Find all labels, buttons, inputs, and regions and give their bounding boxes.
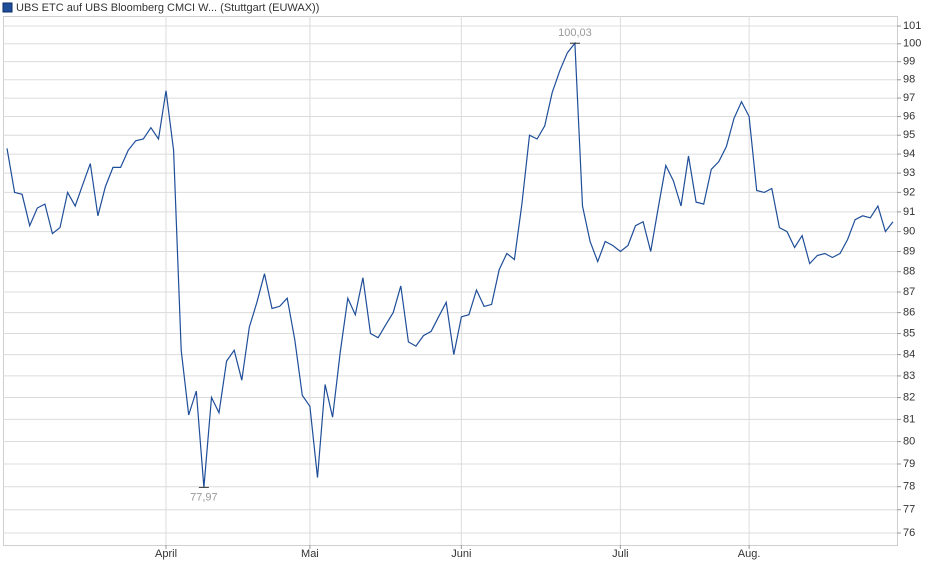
y-tick-label: 77 <box>903 504 915 516</box>
x-tick-label: Juli <box>612 548 629 560</box>
y-tick-label: 93 <box>903 167 915 179</box>
y-tick-label: 94 <box>903 148 915 160</box>
y-tick-label: 76 <box>903 527 915 539</box>
max-label: 100,03 <box>558 27 592 39</box>
y-tick-label: 97 <box>903 92 915 104</box>
y-tick-label: 86 <box>903 307 915 319</box>
legend-swatch <box>2 2 13 13</box>
y-tick-label: 89 <box>903 245 915 257</box>
y-tick-label: 88 <box>903 266 915 278</box>
y-tick-label: 96 <box>903 110 915 122</box>
x-tick-label: Aug. <box>738 548 761 560</box>
y-tick-label: 80 <box>903 435 915 447</box>
y-tick-label: 85 <box>903 327 915 339</box>
y-tick-label: 91 <box>903 206 915 218</box>
y-tick-label: 83 <box>903 370 915 382</box>
min-label: 77,97 <box>190 491 218 503</box>
x-tick-label: Mai <box>301 548 319 560</box>
plot-frame <box>3 16 898 546</box>
y-tick-label: 81 <box>903 413 915 425</box>
y-tick-label: 98 <box>903 74 915 86</box>
y-tick-label: 92 <box>903 186 915 198</box>
x-tick-label: Juni <box>451 548 471 560</box>
y-tick-label: 84 <box>903 348 915 360</box>
y-tick-label: 99 <box>903 56 915 68</box>
y-tick-label: 82 <box>903 391 915 403</box>
y-tick-label: 87 <box>903 286 915 298</box>
legend-label: UBS ETC auf UBS Bloomberg CMCI W... (Stu… <box>16 2 319 14</box>
y-tick-label: 78 <box>903 481 915 493</box>
y-tick-label: 95 <box>903 129 915 141</box>
y-tick-label: 79 <box>903 458 915 470</box>
y-tick-label: 100 <box>903 38 921 50</box>
y-tick-label: 101 <box>903 20 921 32</box>
price-line <box>6 41 894 488</box>
x-tick-label: April <box>155 548 177 560</box>
y-tick-label: 90 <box>903 225 915 237</box>
